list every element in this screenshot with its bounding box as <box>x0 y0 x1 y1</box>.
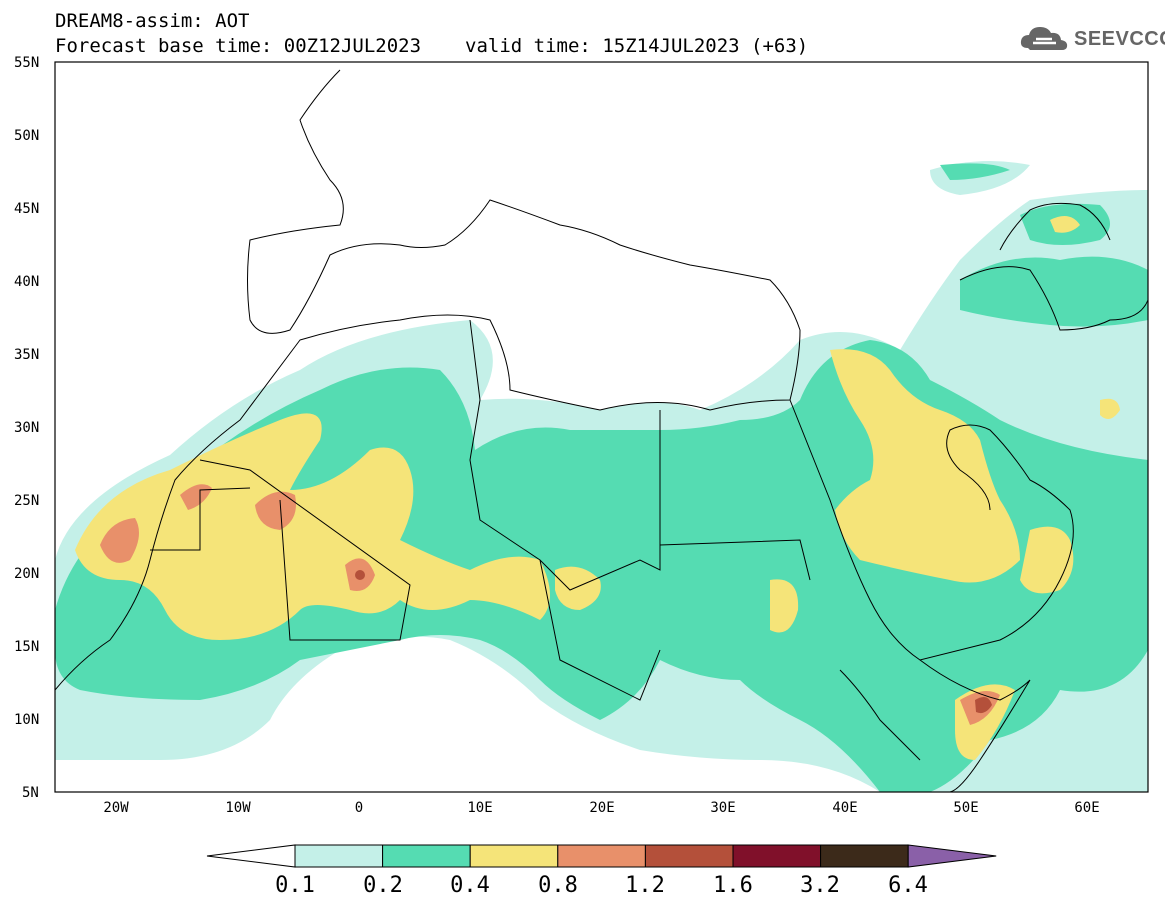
colorbar-segment <box>294 844 384 868</box>
time-line: Forecast base time: 00Z12JUL2023 valid ti… <box>55 35 808 57</box>
logo-text: SEEVCCC <box>1074 28 1165 50</box>
lon-label: 50E <box>953 800 978 816</box>
colorbar-high-triangle <box>907 844 997 868</box>
lon-label: 30E <box>710 800 735 816</box>
lat-label: 15N <box>14 639 39 655</box>
cloud-icon <box>1020 27 1068 50</box>
lat-label: 35N <box>14 347 39 363</box>
lon-label: 10E <box>467 800 492 816</box>
map-frame <box>54 61 1149 793</box>
lat-label: 50N <box>14 128 39 144</box>
colorbar-label: 3.2 <box>800 873 840 898</box>
aot-level-0.8 <box>100 484 1000 725</box>
valid-time: valid time: 15Z14JUL2023 (+63) <box>465 35 809 57</box>
lon-label: 40E <box>832 800 857 816</box>
plot-title: DREAM8-assim: AOT <box>55 10 250 32</box>
lat-label: 55N <box>14 55 39 71</box>
colorbar-segment <box>557 844 646 868</box>
lon-label: 20W <box>103 800 129 816</box>
lat-label: 40N <box>14 274 39 290</box>
lat-label: 45N <box>14 201 39 217</box>
colorbar-label: 0.4 <box>450 873 490 898</box>
colorbar-label: 1.2 <box>625 873 665 898</box>
lat-label: 5N <box>22 785 39 801</box>
aot-level-1.2 <box>355 570 992 714</box>
seevccc-logo: SEEVCCC <box>1018 22 1165 56</box>
colorbar-label: 0.1 <box>275 873 315 898</box>
lat-label: 10N <box>14 712 39 728</box>
colorbar-segment <box>820 844 909 868</box>
base-time: Forecast base time: 00Z12JUL2023 <box>55 35 422 57</box>
lat-label: 25N <box>14 493 39 509</box>
colorbar-low-triangle <box>206 844 296 868</box>
aot-level-0.4 <box>75 216 1120 760</box>
colorbar-segment <box>644 844 734 868</box>
aot-field <box>55 161 1148 792</box>
lon-label: 60E <box>1074 800 1099 816</box>
colorbar-label: 1.6 <box>713 873 753 898</box>
lat-label: 20N <box>14 566 39 582</box>
lon-label: 10W <box>225 800 251 816</box>
lat-axis: 55N 50N 45N 40N 35N 30N 25N 20N 15N 10N … <box>14 55 39 801</box>
colorbar-label: 0.8 <box>538 873 578 898</box>
lat-label: 30N <box>14 420 39 436</box>
colorbar-label: 0.2 <box>363 873 403 898</box>
lon-axis: 20W 10W 0 10E 20E 30E 40E 50E 60E <box>103 800 1099 816</box>
colorbar-label: 6.4 <box>888 873 928 898</box>
lon-label: 20E <box>589 800 614 816</box>
colorbar-labels: 0.1 0.2 0.4 0.8 1.2 1.6 3.2 6.4 <box>275 873 928 898</box>
colorbar <box>206 844 997 868</box>
colorbar-segment <box>469 844 559 868</box>
colorbar-segment <box>382 844 471 868</box>
colorbar-segment <box>732 844 822 868</box>
coastlines <box>55 69 1148 792</box>
lon-label: 0 <box>355 800 363 816</box>
